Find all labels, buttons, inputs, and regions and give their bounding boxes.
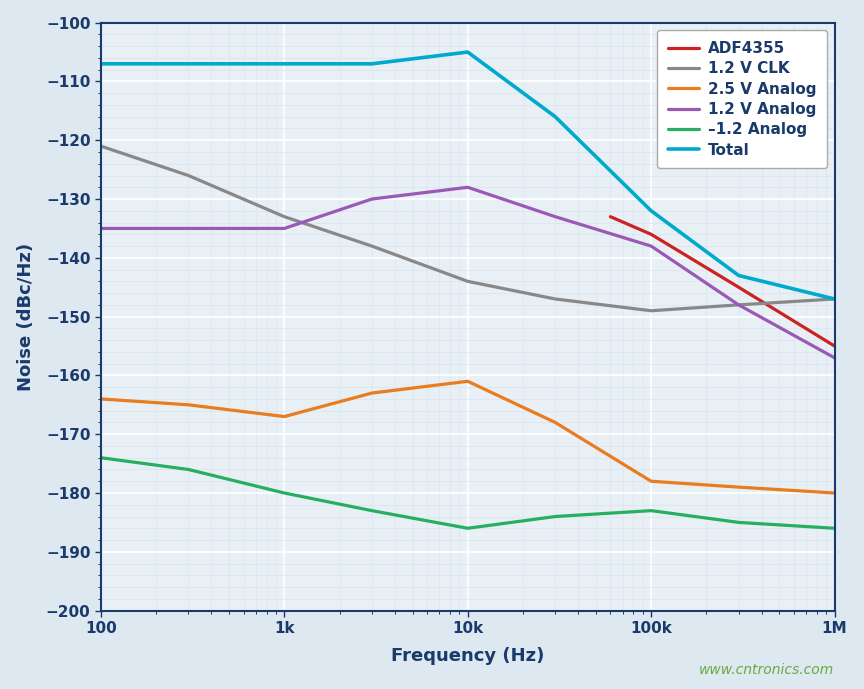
- Y-axis label: Noise (dBc/Hz): Noise (dBc/Hz): [16, 243, 35, 391]
- ADF4355: [734, 283, 744, 291]
- Total: [734, 271, 744, 280]
- Total: [462, 48, 473, 56]
- Line: Total: Total: [101, 52, 835, 299]
- Line: 2.5 V Analog: 2.5 V Analog: [101, 381, 835, 493]
- 1.2 V CLK: [183, 172, 194, 180]
- Total: [96, 60, 106, 68]
- 2.5 V Analog: [829, 489, 840, 497]
- Total: [829, 295, 840, 303]
- 1.2 V CLK: [550, 295, 561, 303]
- 1.2 V CLK: [279, 212, 289, 220]
- X-axis label: Frequency (Hz): Frequency (Hz): [391, 647, 544, 665]
- Total: [366, 60, 377, 68]
- 1.2 V CLK: [734, 300, 744, 309]
- –1.2 Analog: [96, 453, 106, 462]
- –1.2 Analog: [829, 524, 840, 533]
- ADF4355: [829, 342, 840, 350]
- –1.2 Analog: [366, 506, 377, 515]
- 1.2 V CLK: [829, 295, 840, 303]
- Line: 1.2 V Analog: 1.2 V Analog: [101, 187, 835, 358]
- Text: www.cntronics.com: www.cntronics.com: [699, 664, 835, 677]
- 1.2 V Analog: [183, 225, 194, 233]
- Line: 1.2 V CLK: 1.2 V CLK: [101, 146, 835, 311]
- –1.2 Analog: [279, 489, 289, 497]
- Total: [646, 207, 657, 215]
- 1.2 V Analog: [829, 353, 840, 362]
- 2.5 V Analog: [646, 477, 657, 485]
- 2.5 V Analog: [183, 401, 194, 409]
- Legend: ADF4355, 1.2 V CLK, 2.5 V Analog, 1.2 V Analog, –1.2 Analog, Total: ADF4355, 1.2 V CLK, 2.5 V Analog, 1.2 V …: [658, 30, 827, 168]
- –1.2 Analog: [462, 524, 473, 533]
- Total: [550, 112, 561, 121]
- –1.2 Analog: [550, 513, 561, 521]
- Line: ADF4355: ADF4355: [611, 216, 835, 346]
- 2.5 V Analog: [550, 418, 561, 426]
- 1.2 V Analog: [550, 212, 561, 220]
- 1.2 V CLK: [646, 307, 657, 315]
- 2.5 V Analog: [366, 389, 377, 397]
- 2.5 V Analog: [279, 413, 289, 421]
- Total: [183, 60, 194, 68]
- 1.2 V Analog: [462, 183, 473, 192]
- 2.5 V Analog: [96, 395, 106, 403]
- 1.2 V Analog: [366, 195, 377, 203]
- –1.2 Analog: [646, 506, 657, 515]
- 1.2 V CLK: [462, 277, 473, 285]
- 2.5 V Analog: [734, 483, 744, 491]
- 1.2 V Analog: [279, 225, 289, 233]
- 1.2 V CLK: [96, 142, 106, 150]
- –1.2 Analog: [183, 465, 194, 473]
- 1.2 V Analog: [646, 242, 657, 250]
- ADF4355: [606, 212, 616, 220]
- 1.2 V Analog: [734, 300, 744, 309]
- 1.2 V CLK: [366, 242, 377, 250]
- 2.5 V Analog: [462, 377, 473, 385]
- –1.2 Analog: [734, 518, 744, 526]
- Line: –1.2 Analog: –1.2 Analog: [101, 457, 835, 528]
- Total: [279, 60, 289, 68]
- ADF4355: [646, 230, 657, 238]
- 1.2 V Analog: [96, 225, 106, 233]
